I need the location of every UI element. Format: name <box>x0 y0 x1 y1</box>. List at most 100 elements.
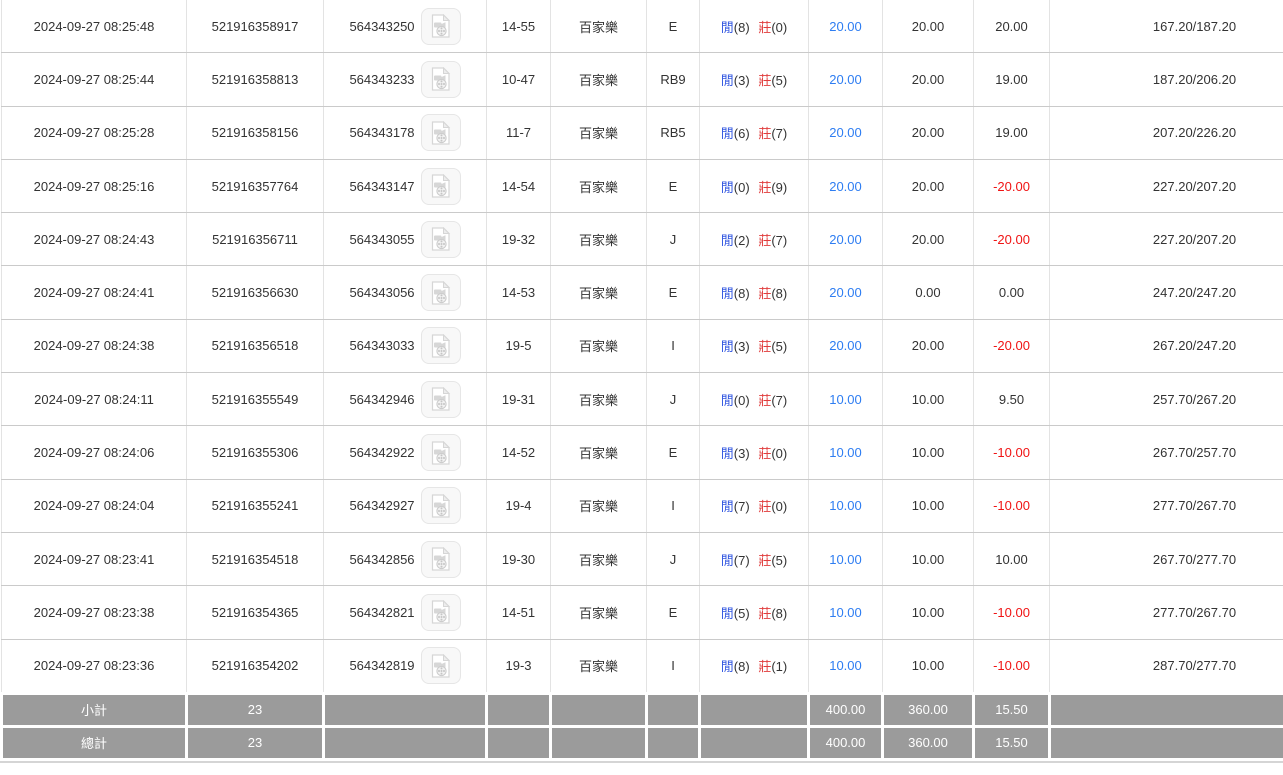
bet-amount-link[interactable]: 10.00 <box>829 658 862 674</box>
summary-empty-cell <box>698 691 810 728</box>
banker-label: 莊 <box>758 286 772 302</box>
winloss-amount: 0.00 <box>998 285 1025 301</box>
bet-time: 2024-09-27 08:23:38 <box>33 604 155 620</box>
winloss-cell: 10.00 <box>973 532 1050 587</box>
summary-label-cell: 小計 <box>0 691 188 728</box>
bet-amount-link[interactable]: 10.00 <box>829 551 862 567</box>
winloss-amount: 10.00 <box>995 551 1028 567</box>
video-file-icon <box>431 120 451 145</box>
video-replay-button[interactable] <box>420 60 461 98</box>
bet-amount-link[interactable]: 20.00 <box>829 231 862 247</box>
banker-label: 莊 <box>758 339 772 355</box>
banker-label: 莊 <box>758 232 772 248</box>
winloss-cell: 19.00 <box>973 52 1050 107</box>
summary-label: 小計 <box>80 703 107 719</box>
winloss-cell: -10.00 <box>973 639 1050 694</box>
banker-score: (0) <box>771 499 788 515</box>
video-replay-button[interactable] <box>420 593 461 631</box>
bet-id-cell: 521916358917 <box>186 0 324 54</box>
bet-time: 2024-09-27 08:24:41 <box>33 285 155 301</box>
bet-amount-link[interactable]: 10.00 <box>829 498 862 514</box>
table-round-cell: 19-3 <box>486 639 551 694</box>
bet-amount-link[interactable]: 20.00 <box>829 285 862 301</box>
result-code: RB9 <box>660 71 686 87</box>
bet-amount-link[interactable]: 10.00 <box>829 604 862 620</box>
score-cell: 閒(0) 莊(9) <box>699 159 809 214</box>
player-score: (3) <box>733 72 750 88</box>
round-id-cell: 564343178 <box>323 106 487 160</box>
video-replay-button[interactable] <box>420 114 461 152</box>
winloss-cell: -20.00 <box>973 212 1050 267</box>
game-cell: 百家樂 <box>550 639 647 694</box>
video-file-icon <box>431 387 451 411</box>
score-cell: 閒(2) 莊(7) <box>699 212 809 267</box>
banker-score: (5) <box>771 552 788 568</box>
result-code: J <box>669 391 677 407</box>
result-code-cell: E <box>646 585 700 640</box>
valid-bet-cell: 10.00 <box>882 372 974 427</box>
bet-amount-cell: 20.00 <box>808 212 883 267</box>
valid-bet-cell: 20.00 <box>882 106 974 160</box>
bet-amount-cell: 10.00 <box>808 585 883 640</box>
bet-time: 2024-09-27 08:24:11 <box>34 391 154 407</box>
player-label: 閒 <box>720 446 734 462</box>
valid-bet-cell: 20.00 <box>882 212 974 267</box>
player-label: 閒 <box>720 499 734 515</box>
winloss-cell: -10.00 <box>973 479 1050 533</box>
balance-cell: 257.70/267.20 <box>1049 372 1283 427</box>
video-replay-button[interactable] <box>420 487 461 525</box>
player-score: (8) <box>733 19 750 35</box>
player-label: 閒 <box>720 19 734 35</box>
winloss-cell: -10.00 <box>973 425 1050 480</box>
bet-time-cell: 2024-09-27 08:23:38 <box>1 585 187 640</box>
summary-winloss-total: 15.50 <box>995 702 1028 718</box>
video-replay-button[interactable] <box>420 7 461 45</box>
bet-amount-link[interactable]: 20.00 <box>829 125 862 141</box>
round-id: 564342819 <box>349 658 415 674</box>
bet-amount-link[interactable]: 20.00 <box>829 71 862 87</box>
game-name: 百家樂 <box>578 126 618 142</box>
result-code-cell: I <box>646 639 700 694</box>
bet-amount-link[interactable]: 20.00 <box>829 338 862 354</box>
balance-before-after: 187.20/206.20 <box>1152 71 1237 87</box>
video-replay-button[interactable] <box>420 167 461 205</box>
valid-bet-amount: 20.00 <box>911 178 945 194</box>
summary-empty-cell <box>322 724 488 761</box>
video-replay-button[interactable] <box>420 380 461 418</box>
bet-id: 521916356711 <box>212 231 298 247</box>
result-code: I <box>671 658 675 674</box>
bet-time: 2024-09-27 08:25:48 <box>33 18 155 34</box>
summary-winloss-cell: 15.50 <box>972 724 1051 761</box>
round-id: 564343055 <box>349 231 415 247</box>
video-replay-button[interactable] <box>420 327 461 365</box>
valid-bet-amount: 20.00 <box>911 231 945 247</box>
summary-winloss-total: 15.50 <box>995 735 1028 751</box>
video-replay-button[interactable] <box>420 647 461 685</box>
bet-id: 521916356518 <box>211 338 299 354</box>
game-name: 百家樂 <box>578 659 618 675</box>
bet-amount-cell: 10.00 <box>808 425 883 480</box>
bet-amount-link[interactable]: 10.00 <box>829 445 862 461</box>
video-file-icon <box>431 227 451 251</box>
bet-time-cell: 2024-09-27 08:24:06 <box>1 425 187 480</box>
banker-score: (1) <box>771 659 788 675</box>
video-replay-button[interactable] <box>420 434 461 472</box>
video-replay-button[interactable] <box>420 220 461 258</box>
video-file-icon <box>431 67 451 92</box>
summary-empty-cell <box>645 691 701 728</box>
bet-amount-link[interactable]: 20.00 <box>829 18 862 34</box>
summary-rows: 小計 23 400.00 360.00 15.50 總計 23 400.00 3… <box>0 691 1283 761</box>
table-round: 19-31 <box>501 391 536 407</box>
bet-amount-link[interactable]: 10.00 <box>829 391 862 407</box>
valid-bet-amount: 20.00 <box>911 71 945 87</box>
balance-cell: 267.70/277.70 <box>1049 532 1283 587</box>
result-code: I <box>671 498 675 514</box>
banker-score: (0) <box>771 446 788 462</box>
round-id-cell: 564343147 <box>323 159 487 214</box>
bet-record-row: 2024-09-27 08:25:48 521916358917 5643432… <box>1 0 1283 54</box>
video-replay-button[interactable] <box>420 540 461 578</box>
video-replay-button[interactable] <box>420 274 461 312</box>
winloss-amount: 19.00 <box>995 125 1028 141</box>
result-code-cell: E <box>646 265 700 320</box>
bet-amount-link[interactable]: 20.00 <box>829 178 862 194</box>
